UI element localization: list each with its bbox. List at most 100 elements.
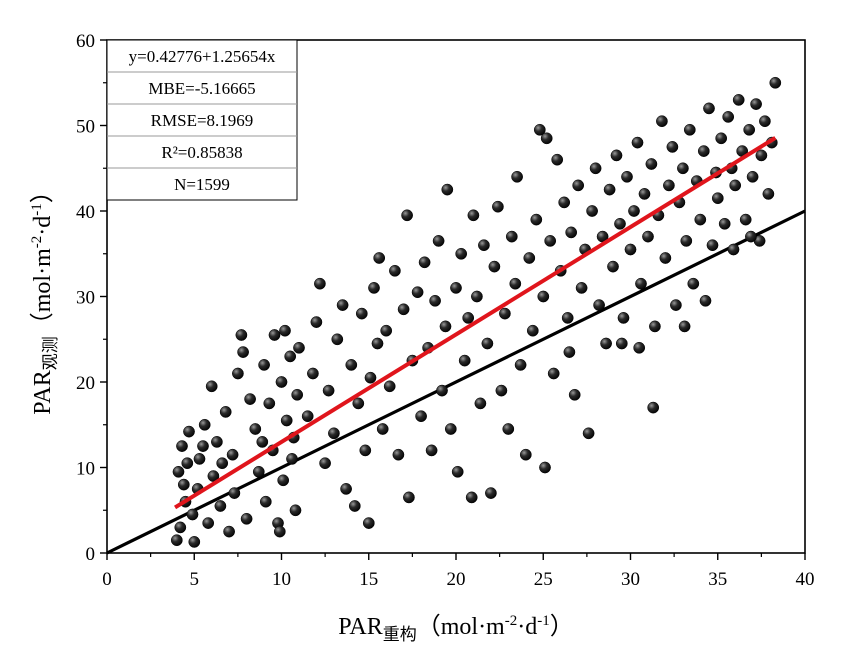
data-point <box>511 170 523 183</box>
data-point <box>183 425 195 438</box>
data-point <box>526 324 539 337</box>
data-point <box>745 230 757 243</box>
data-point <box>633 341 646 354</box>
data-point <box>176 440 188 452</box>
y-tick-label: 30 <box>76 288 95 309</box>
data-point <box>186 508 199 521</box>
data-point <box>502 423 515 435</box>
data-point <box>279 324 291 337</box>
data-point <box>429 294 441 307</box>
data-point <box>235 329 248 341</box>
x-axis-title: PAR重构（mol·m-2·d-1） <box>338 613 573 644</box>
stats-box-frame <box>106 39 298 201</box>
data-point <box>514 359 527 371</box>
data-point <box>458 354 471 367</box>
data-point <box>397 303 410 316</box>
data-point <box>509 277 522 290</box>
data-point <box>202 517 215 529</box>
data-point <box>301 410 314 423</box>
data-point <box>258 359 270 371</box>
data-point <box>593 299 605 311</box>
data-point <box>703 102 715 115</box>
data-point <box>505 230 518 243</box>
data-point <box>568 388 581 401</box>
data-point <box>697 145 710 157</box>
data-point <box>603 183 616 196</box>
data-point <box>718 217 731 230</box>
data-point <box>711 192 724 205</box>
data-point <box>647 401 660 414</box>
y-axis-ticks: 0 10 20 30 40 50 60 <box>76 31 107 565</box>
data-point <box>631 136 644 149</box>
data-point <box>211 436 223 448</box>
data-point <box>670 299 682 311</box>
regression-fit-line <box>174 136 777 510</box>
data-point <box>273 525 286 538</box>
data-point <box>649 320 661 333</box>
data-point <box>355 307 368 320</box>
data-point <box>439 320 452 333</box>
x-tick-label: 5 <box>190 569 200 590</box>
data-point <box>750 98 762 110</box>
y-tick-label: 60 <box>76 31 95 52</box>
data-point <box>291 388 304 401</box>
data-point <box>471 290 483 303</box>
data-point <box>383 380 396 393</box>
data-point <box>492 200 504 213</box>
data-point <box>610 149 623 162</box>
data-point <box>368 282 380 294</box>
stats-mbe: MBE=-5.16665 <box>148 79 255 98</box>
data-point <box>565 226 578 239</box>
data-point <box>376 423 389 435</box>
data-point <box>328 427 340 440</box>
stats-box: y=0.42776+1.25654x MBE=-5.16665 RMSE=8.1… <box>106 39 298 201</box>
data-point <box>551 153 564 166</box>
data-point <box>678 320 691 333</box>
y-tick-label: 40 <box>76 202 95 223</box>
data-point <box>755 149 768 162</box>
data-point <box>589 162 602 175</box>
data-point <box>441 183 454 196</box>
data-point <box>277 474 290 487</box>
data-point <box>444 423 457 435</box>
stats-r-squared: R²=0.85838 <box>161 143 242 162</box>
data-point <box>561 312 574 324</box>
data-point <box>244 393 256 405</box>
data-point <box>310 316 323 328</box>
data-point <box>659 252 672 264</box>
data-point <box>722 111 735 123</box>
data-point <box>663 179 675 192</box>
data-point <box>586 205 598 217</box>
data-point <box>232 367 244 380</box>
x-tick-label: 30 <box>621 569 640 590</box>
x-tick-label: 25 <box>534 569 553 590</box>
data-point <box>607 260 619 273</box>
data-point <box>403 491 415 504</box>
data-point <box>319 457 331 470</box>
stats-equation: y=0.42776+1.25654x <box>129 47 276 66</box>
data-point <box>340 483 352 495</box>
data-point <box>219 406 232 418</box>
data-point <box>533 123 546 136</box>
data-point <box>572 179 585 192</box>
stats-n: N=1599 <box>174 175 230 194</box>
data-point <box>352 397 365 410</box>
data-point <box>364 371 377 384</box>
data-point <box>216 457 229 470</box>
data-point <box>642 230 654 243</box>
data-point <box>228 487 241 499</box>
data-point <box>314 277 326 290</box>
data-point <box>467 209 480 222</box>
x-tick-label: 35 <box>708 569 727 590</box>
data-point <box>666 141 679 153</box>
data-point <box>656 115 668 128</box>
data-point <box>462 312 475 324</box>
data-point <box>621 170 633 183</box>
y-tick-label: 50 <box>76 117 95 138</box>
data-point <box>465 491 478 504</box>
data-point <box>226 448 239 461</box>
data-point <box>284 350 297 363</box>
data-point <box>677 162 689 175</box>
reference-line-1to1 <box>106 209 806 555</box>
